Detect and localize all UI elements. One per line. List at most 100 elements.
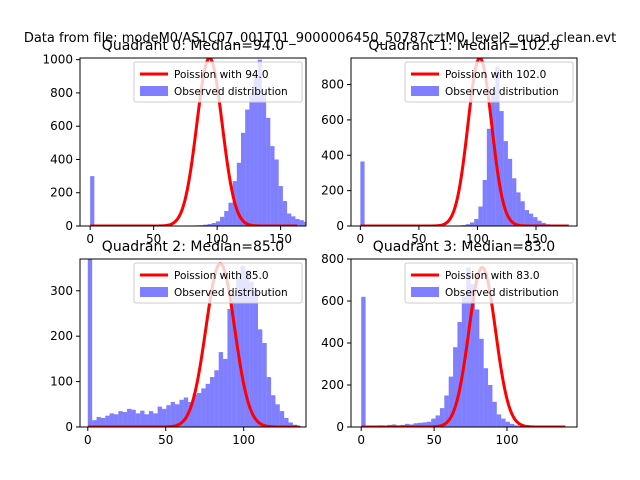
histogram-bar <box>516 192 521 226</box>
histogram-bar <box>418 422 423 427</box>
x-tick-label: 50 <box>426 433 441 447</box>
y-tick-label: 200 <box>321 184 344 198</box>
y-tick-label: 600 <box>50 119 73 133</box>
legend-box <box>133 61 303 103</box>
histogram-bar <box>87 259 93 427</box>
histogram-bar <box>303 221 306 226</box>
histogram-bar <box>205 383 210 427</box>
histogram-bar <box>201 388 206 427</box>
histogram-bar <box>512 178 517 226</box>
histogram-bar <box>245 109 250 226</box>
histogram-bar <box>431 418 436 427</box>
axes-frame <box>350 57 578 227</box>
histogram-bar <box>291 216 296 226</box>
subplot-2: 0 50 100 0 100 200 300 Quadrant 2: Median=85.0 P… <box>50 239 307 447</box>
histogram-bar <box>274 159 279 226</box>
histogram-bar <box>275 404 280 427</box>
subplot-title: Quadrant 3: Median=83.0 <box>373 239 555 255</box>
x-tick-label: 100 <box>206 232 229 246</box>
y-tick-label: 0 <box>336 219 344 233</box>
histogram-bar <box>170 402 176 427</box>
histogram-bar <box>224 211 229 226</box>
legend-box <box>133 262 303 304</box>
histogram-bar <box>214 370 219 427</box>
x-tick-label: 50 <box>158 433 173 447</box>
histogram-bar <box>492 401 497 427</box>
histogram-bar <box>157 406 162 427</box>
histogram-bar <box>240 265 245 427</box>
x-tick-label: 50 <box>146 232 161 246</box>
histogram-bar <box>495 66 500 226</box>
histogram-bar <box>282 201 288 226</box>
histogram-bars <box>87 259 302 427</box>
histogram-bar <box>444 395 449 427</box>
histogram-bar <box>240 132 246 226</box>
histogram-bar <box>470 284 475 427</box>
axes-frame <box>79 57 307 227</box>
histogram-bar <box>266 377 272 427</box>
histogram-bar <box>295 219 300 226</box>
subplot-title: Quadrant 0: Median=94.0 <box>102 38 284 54</box>
histogram-bar <box>448 376 454 427</box>
histogram-bar <box>231 295 237 427</box>
histogram-bar <box>422 422 427 427</box>
histogram-bars <box>90 59 306 226</box>
x-tick-label: 100 <box>232 433 255 447</box>
legend: Poission with 85.0 Observed distribution <box>133 262 303 304</box>
histogram-bar <box>188 402 193 427</box>
histogram-bar <box>105 415 110 427</box>
histogram-bar <box>127 408 132 427</box>
histogram-bar <box>541 222 546 226</box>
histogram-bar <box>483 368 489 427</box>
histogram-bar <box>249 281 254 427</box>
y-tick-label: 600 <box>321 113 344 127</box>
x-tick-label: 100 <box>496 433 519 447</box>
histogram-bar <box>505 421 510 427</box>
y-tick-label: 1000 <box>42 53 73 67</box>
y-tick-label: 400 <box>321 336 344 350</box>
histogram-bar <box>179 399 184 427</box>
y-tick-label: 600 <box>321 294 344 308</box>
histogram-bar <box>284 417 289 427</box>
legend-line-label: Poission with 85.0 <box>174 270 269 282</box>
histogram-bar <box>244 270 250 427</box>
histogram-bar <box>227 308 232 427</box>
histogram-bar <box>220 216 225 226</box>
x-tick-label: 0 <box>357 433 365 447</box>
histogram-bar <box>270 146 275 226</box>
x-tick-label: 0 <box>84 433 92 447</box>
histogram-bar <box>361 296 366 427</box>
legend-line-label: Poission with 94.0 <box>174 69 269 81</box>
y-tick-label: 800 <box>321 252 344 266</box>
histogram-bar <box>100 417 106 427</box>
histogram-bar <box>236 162 241 226</box>
histogram-bar <box>496 414 502 427</box>
histogram-bar <box>482 180 487 226</box>
histogram-bar <box>533 217 538 226</box>
histogram-bar <box>135 413 141 427</box>
subplot-1: 0 50 100 150 0 200 400 600 800 Quadrant 1: Median… <box>321 38 578 246</box>
legend-box <box>404 61 574 103</box>
histogram-bar <box>161 408 167 427</box>
histogram-bar <box>92 420 97 427</box>
histogram-bar <box>479 338 484 427</box>
histogram-bar <box>507 158 513 226</box>
histogram-bar <box>466 267 471 427</box>
histogram-bar <box>228 202 233 226</box>
histogram-bar <box>288 422 293 427</box>
y-tick-label: 200 <box>321 378 344 392</box>
histogram-bar <box>192 394 197 427</box>
histogram-bar <box>501 418 506 427</box>
legend-line-label: Poission with 83.0 <box>445 270 540 282</box>
histogram-bar <box>209 377 215 427</box>
x-tick-label: 150 <box>525 232 548 246</box>
x-tick-label: 0 <box>357 232 365 246</box>
y-tick-label: 400 <box>50 152 73 166</box>
histogram-bar <box>207 224 212 226</box>
histogram-bar <box>299 220 304 226</box>
histogram-bar <box>453 347 458 427</box>
x-tick-label: 50 <box>411 232 426 246</box>
histogram-bar <box>287 213 292 226</box>
legend: Poission with 83.0 Observed distribution <box>404 262 574 304</box>
histogram-bar <box>249 92 254 226</box>
